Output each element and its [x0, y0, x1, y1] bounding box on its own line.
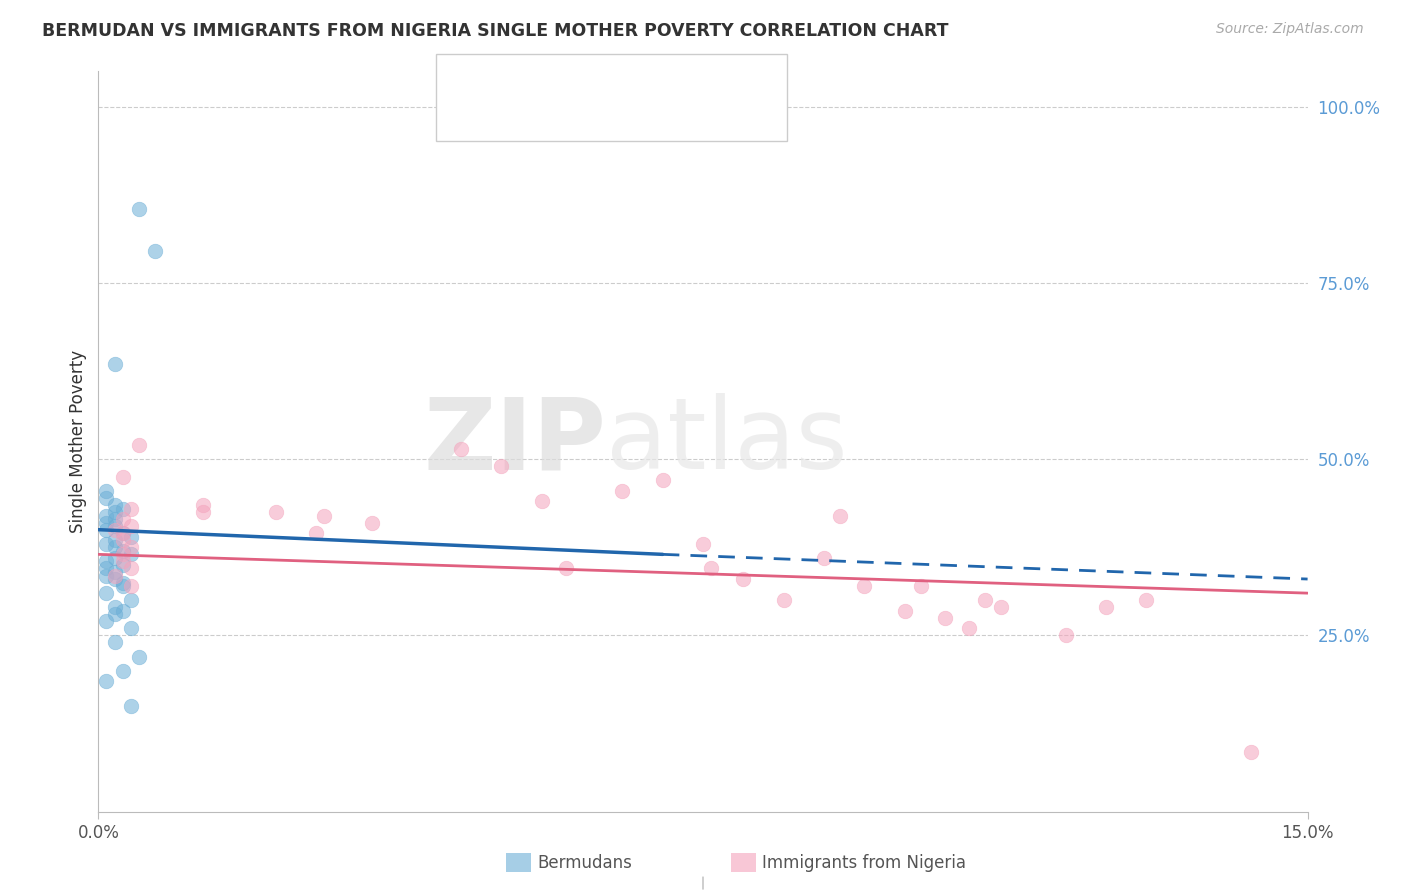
Point: [128, 438, 150, 452]
Point: [96, 674, 118, 689]
Point: [96, 508, 118, 523]
Point: [111, 526, 134, 541]
Text: -0.025: -0.025: [538, 76, 603, 94]
Point: [103, 498, 125, 512]
Point: [103, 357, 125, 371]
Point: [700, 561, 723, 575]
Point: [96, 523, 118, 537]
Point: [103, 533, 125, 548]
Point: [1095, 600, 1118, 615]
Point: [361, 516, 384, 530]
Point: [1054, 628, 1077, 642]
Point: [111, 558, 134, 572]
Point: [120, 561, 142, 575]
Point: [1240, 745, 1263, 759]
Point: [651, 473, 673, 487]
Point: [103, 505, 125, 519]
Point: [111, 501, 134, 516]
Point: [491, 459, 513, 474]
Point: [990, 600, 1012, 615]
Point: [103, 635, 125, 649]
Point: [772, 593, 794, 607]
Point: [103, 519, 125, 533]
Text: N =: N =: [616, 105, 655, 123]
Point: [103, 550, 125, 565]
Point: [128, 649, 150, 664]
Text: BERMUDAN VS IMMIGRANTS FROM NIGERIA SINGLE MOTHER POVERTY CORRELATION CHART: BERMUDAN VS IMMIGRANTS FROM NIGERIA SING…: [42, 22, 949, 40]
Point: [128, 202, 150, 216]
Text: 41: 41: [650, 76, 675, 94]
Point: [111, 526, 134, 541]
Point: [96, 615, 118, 629]
Text: 43: 43: [650, 105, 675, 123]
Point: [103, 512, 125, 526]
Point: [96, 537, 118, 551]
Point: [957, 621, 980, 635]
Point: [974, 593, 997, 607]
Text: N =: N =: [616, 76, 655, 94]
Point: [692, 537, 714, 551]
Point: [120, 579, 142, 593]
Point: [120, 501, 142, 516]
Point: [103, 565, 125, 579]
Point: [96, 561, 118, 575]
Point: [120, 547, 142, 561]
Point: [934, 611, 956, 625]
Text: -0.045: -0.045: [538, 105, 603, 123]
Point: [1135, 593, 1157, 607]
Point: [530, 494, 553, 508]
Point: [111, 533, 134, 548]
Text: Source: ZipAtlas.com: Source: ZipAtlas.com: [1216, 22, 1364, 37]
Point: [96, 516, 118, 530]
Point: [111, 664, 134, 678]
Point: [96, 568, 118, 582]
Point: [193, 498, 215, 512]
Text: atlas: atlas: [606, 393, 848, 490]
Point: [120, 541, 142, 555]
Point: [111, 604, 134, 618]
Point: [555, 561, 578, 575]
Point: [96, 483, 118, 498]
Point: [264, 505, 287, 519]
Point: [111, 544, 134, 558]
Text: Immigrants from Nigeria: Immigrants from Nigeria: [762, 854, 966, 871]
Point: [96, 491, 118, 505]
Point: [103, 541, 125, 555]
Point: [450, 442, 472, 456]
Point: [314, 508, 336, 523]
Point: [120, 621, 142, 635]
Point: [96, 554, 118, 568]
Point: [111, 470, 134, 484]
Point: [910, 579, 932, 593]
Point: [103, 523, 125, 537]
Point: [193, 505, 215, 519]
Point: [111, 512, 134, 526]
Text: Bermudans: Bermudans: [537, 854, 631, 871]
Point: [828, 508, 851, 523]
Point: [612, 483, 634, 498]
Point: [111, 575, 134, 590]
Point: [120, 698, 142, 713]
Y-axis label: Single Mother Poverty: Single Mother Poverty: [69, 350, 87, 533]
Point: [853, 579, 876, 593]
Point: [111, 547, 134, 561]
Point: [103, 572, 125, 586]
Point: [305, 526, 328, 541]
Point: [96, 586, 118, 600]
Text: ZIP: ZIP: [423, 393, 606, 490]
Point: [893, 604, 915, 618]
Text: R =: R =: [499, 76, 538, 94]
Point: [813, 550, 835, 565]
Point: [111, 579, 134, 593]
Point: [111, 554, 134, 568]
Point: [143, 244, 166, 259]
Point: [120, 519, 142, 533]
Point: [103, 568, 125, 582]
Point: [103, 600, 125, 615]
Text: R =: R =: [499, 105, 538, 123]
Point: [120, 593, 142, 607]
Point: [120, 530, 142, 544]
Point: [103, 607, 125, 622]
Point: [733, 572, 755, 586]
